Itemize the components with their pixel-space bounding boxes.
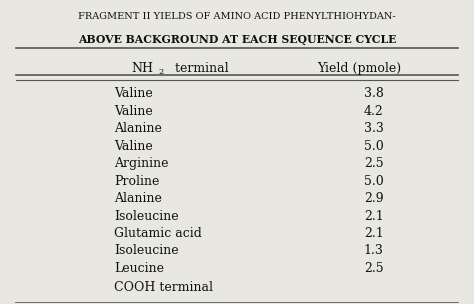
Text: NH: NH xyxy=(132,62,154,75)
Text: Leucine: Leucine xyxy=(115,262,164,275)
Text: Valine: Valine xyxy=(115,87,153,100)
Text: Yield (pmole): Yield (pmole) xyxy=(318,62,401,75)
Text: 3.3: 3.3 xyxy=(364,122,383,135)
Text: Proline: Proline xyxy=(115,174,160,188)
Text: Isoleucine: Isoleucine xyxy=(115,209,179,223)
Text: Isoleucine: Isoleucine xyxy=(115,244,179,257)
Text: 2.5: 2.5 xyxy=(364,262,383,275)
Text: Alanine: Alanine xyxy=(115,122,163,135)
Text: 2.1: 2.1 xyxy=(364,227,383,240)
Text: 5.0: 5.0 xyxy=(364,174,383,188)
Text: 1.3: 1.3 xyxy=(364,244,383,257)
Text: 4.2: 4.2 xyxy=(364,105,383,118)
Text: Valine: Valine xyxy=(115,140,153,153)
Text: Glutamic acid: Glutamic acid xyxy=(115,227,202,240)
Text: 3.8: 3.8 xyxy=(364,87,383,100)
Text: 2.1: 2.1 xyxy=(364,209,383,223)
Text: 2: 2 xyxy=(158,68,163,76)
Text: 5.0: 5.0 xyxy=(364,140,383,153)
Text: Valine: Valine xyxy=(115,105,153,118)
Text: FRAGMENT II YIELDS OF AMINO ACID PHENYLTHIOHYDAN-: FRAGMENT II YIELDS OF AMINO ACID PHENYLT… xyxy=(78,12,396,21)
Text: ABOVE BACKGROUND AT EACH SEQUENCE CYCLE: ABOVE BACKGROUND AT EACH SEQUENCE CYCLE xyxy=(78,34,396,45)
Text: COOH terminal: COOH terminal xyxy=(115,281,213,294)
Text: Alanine: Alanine xyxy=(115,192,163,205)
Text: Arginine: Arginine xyxy=(115,157,169,170)
Text: terminal: terminal xyxy=(171,62,228,75)
Text: 2.9: 2.9 xyxy=(364,192,383,205)
Text: 2.5: 2.5 xyxy=(364,157,383,170)
